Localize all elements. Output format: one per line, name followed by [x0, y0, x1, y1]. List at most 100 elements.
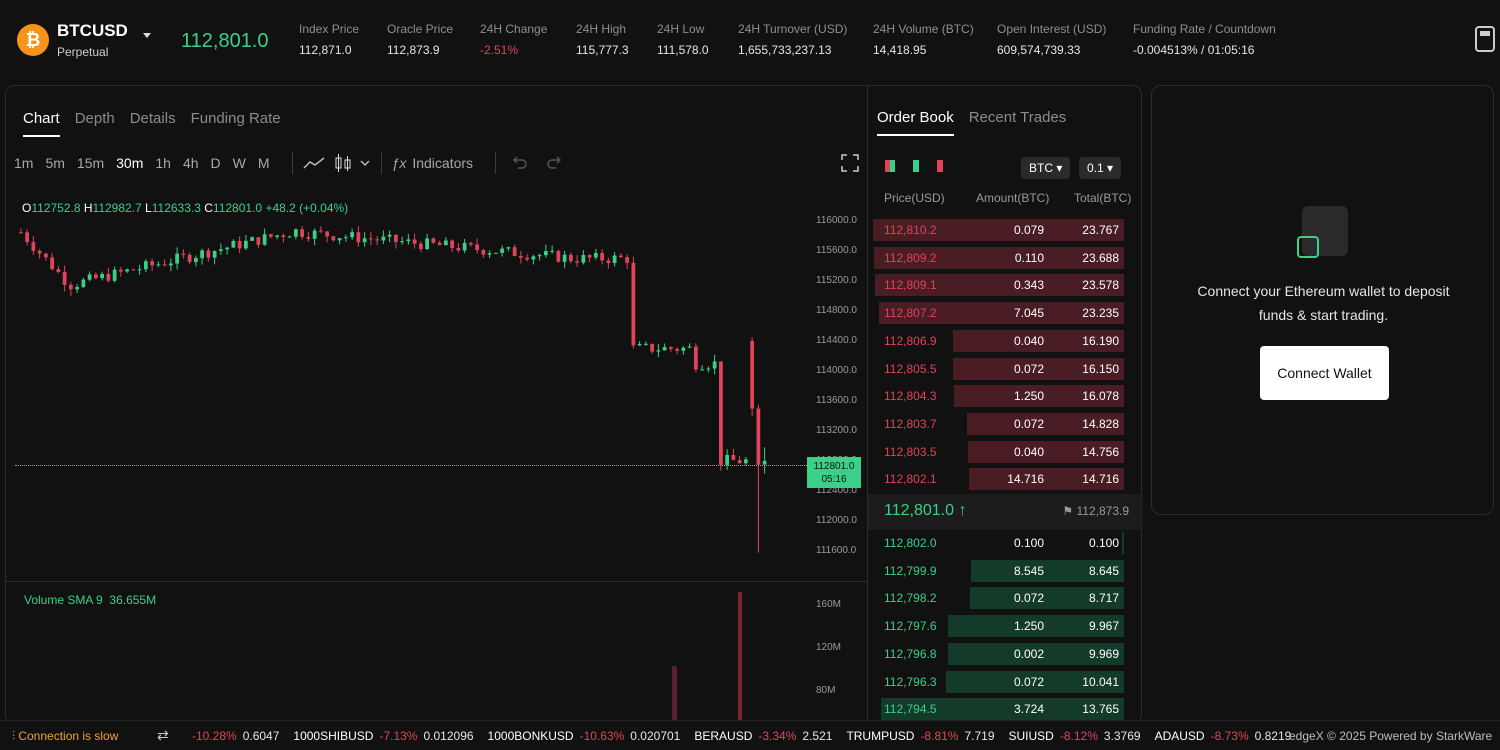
- interval-15m[interactable]: 15m: [76, 155, 105, 171]
- candle-body: [144, 261, 148, 270]
- candlestick-icon[interactable]: [333, 153, 355, 173]
- stat-value: 111,578.0: [657, 43, 709, 57]
- ticker-price: 0.012096: [423, 729, 474, 743]
- stat-index-price: Index Price 112,871.0: [299, 22, 359, 57]
- stat-label: Index Price: [299, 22, 360, 36]
- stat-value: 115,777.3: [576, 43, 629, 57]
- interval-m[interactable]: M: [257, 155, 270, 171]
- candle-body: [562, 254, 567, 262]
- bid-row[interactable]: 112,802.0 0.100 0.100: [873, 532, 1124, 554]
- calculator-icon[interactable]: [1475, 26, 1495, 52]
- ask-row[interactable]: 112,803.5 0.040 14.756: [873, 440, 1124, 463]
- price-tick: 116000.0: [816, 215, 857, 226]
- tab-recent-trades[interactable]: Recent Trades: [968, 109, 1067, 126]
- tab-funding-rate[interactable]: Funding Rate: [190, 110, 281, 127]
- candle-body: [319, 230, 323, 232]
- ticker-name[interactable]: SUIUSD: [1008, 729, 1054, 743]
- ask-row[interactable]: 112,810.2 0.079 23.767: [873, 219, 1124, 241]
- stat-24h-volume: 24H Volume (BTC) 14,418.95: [873, 22, 974, 57]
- orderbook-price: 112,804.3: [884, 389, 937, 404]
- interval-w[interactable]: W: [232, 155, 246, 171]
- copyright: edgeX © 2025 Powered by StarkWare: [1289, 729, 1493, 743]
- ticker-name[interactable]: ADAUSD: [1154, 729, 1205, 743]
- candle-body: [44, 253, 48, 258]
- stat-value: 112,871.0: [299, 43, 352, 57]
- bid-row[interactable]: 112,799.9 8.545 8.645: [873, 559, 1124, 582]
- stat-label: Oracle Price: [387, 22, 454, 36]
- bid-row[interactable]: 112,797.6 1.250 9.967: [873, 615, 1124, 638]
- depth-bar: [953, 329, 1124, 352]
- tab-order-book[interactable]: Order Book: [877, 109, 954, 136]
- stat-open-interest: Open Interest (USD) 609,574,739.33: [997, 22, 1106, 57]
- ask-row[interactable]: 112,806.9 0.040 16.190: [873, 329, 1124, 352]
- candle-body: [569, 254, 573, 262]
- line-chart-icon[interactable]: [303, 156, 325, 170]
- candle-body: [487, 253, 492, 255]
- candle-body: [537, 255, 542, 257]
- unit-select[interactable]: BTC ▾: [1021, 157, 1071, 179]
- indicators-button[interactable]: Indicators: [412, 155, 474, 171]
- tab-details[interactable]: Details: [129, 110, 176, 127]
- ask-row[interactable]: 112,803.7 0.072 14.828: [873, 412, 1124, 435]
- bid-row[interactable]: 112,794.5 3.724 13.765: [873, 698, 1124, 721]
- candle-body: [106, 273, 111, 281]
- market-symbol[interactable]: BTCUSD: [57, 21, 128, 40]
- ticker-name[interactable]: TRUMPUSD: [846, 729, 915, 743]
- view-bids-icon[interactable]: [913, 160, 919, 172]
- orderbook-total: 23.578: [1082, 278, 1119, 293]
- ask-row[interactable]: 112,805.5 0.072 16.150: [873, 357, 1124, 380]
- ask-row[interactable]: 112,809.2 0.110 23.688: [873, 246, 1124, 269]
- interval-1h[interactable]: 1h: [155, 155, 171, 171]
- price-tick: 114800.0: [816, 305, 857, 316]
- ticker-name[interactable]: BERAUSD: [694, 729, 753, 743]
- ask-row[interactable]: 112,807.2 7.045 23.235: [873, 302, 1124, 325]
- price-tag-price: 112801.0: [813, 461, 855, 472]
- candle-body: [587, 255, 592, 258]
- bid-row[interactable]: 112,798.2 0.072 8.717: [873, 587, 1124, 610]
- candle-body: [756, 408, 761, 465]
- candle-body: [206, 250, 211, 258]
- market-dropdown-chevron-icon[interactable]: [143, 33, 151, 38]
- view-both-icon[interactable]: [885, 160, 895, 172]
- interval-1m[interactable]: 1m: [14, 155, 34, 171]
- stat-value: 112,873.9: [387, 43, 440, 57]
- candle-body: [94, 274, 98, 279]
- undo-icon[interactable]: [510, 156, 528, 170]
- candlestick-chart[interactable]: [15, 206, 815, 566]
- connect-wallet-button[interactable]: Connect Wallet: [1260, 346, 1389, 400]
- price-tick: 112000.0: [816, 515, 857, 526]
- ask-row[interactable]: 112,802.1 14.716 14.716: [873, 468, 1124, 491]
- bid-row[interactable]: 112,796.8 0.002 9.969: [873, 642, 1124, 665]
- interval-4h[interactable]: 4h: [182, 155, 199, 171]
- ticker-chg: -10.28%: [192, 729, 237, 743]
- ticker-name[interactable]: 1000SHIBUSD: [293, 729, 374, 743]
- ticker-price: 0.8219: [1254, 729, 1292, 743]
- candle-body: [412, 239, 417, 244]
- ask-row[interactable]: 112,809.1 0.343 23.578: [873, 274, 1124, 297]
- step-select[interactable]: 0.1 ▾: [1079, 157, 1122, 179]
- tab-depth[interactable]: Depth: [74, 110, 115, 127]
- chevron-down-icon[interactable]: [359, 158, 371, 168]
- market-ticker: -10.28% 0.6047 1000SHIBUSD -7.13% 0.012096 10…: [186, 729, 1296, 743]
- stat-label: Open Interest (USD): [997, 22, 1107, 36]
- candle-body: [500, 248, 504, 253]
- fullscreen-icon[interactable]: [840, 153, 860, 173]
- ticker-name[interactable]: 1000BONKUSD: [487, 729, 574, 743]
- interval-30m[interactable]: 30m: [116, 155, 144, 171]
- interval-d[interactable]: D: [210, 155, 221, 171]
- view-asks-icon[interactable]: [937, 160, 943, 172]
- candle-body: [662, 347, 667, 351]
- candle-body: [56, 269, 61, 273]
- candle-body: [625, 257, 629, 263]
- bid-row[interactable]: 112,796.3 0.072 10.041: [873, 670, 1124, 693]
- candle-body: [312, 230, 317, 239]
- depth-bar: [953, 357, 1124, 380]
- ask-row[interactable]: 112,804.3 1.250 16.078: [873, 385, 1124, 408]
- candle-body: [169, 263, 173, 266]
- interval-5m[interactable]: 5m: [45, 155, 65, 171]
- tab-chart[interactable]: Chart: [23, 110, 60, 137]
- link-icon: [1297, 236, 1319, 258]
- redo-icon[interactable]: [546, 156, 564, 170]
- price-tick: 114400.0: [816, 335, 857, 346]
- swap-icon[interactable]: ⇄: [157, 727, 169, 743]
